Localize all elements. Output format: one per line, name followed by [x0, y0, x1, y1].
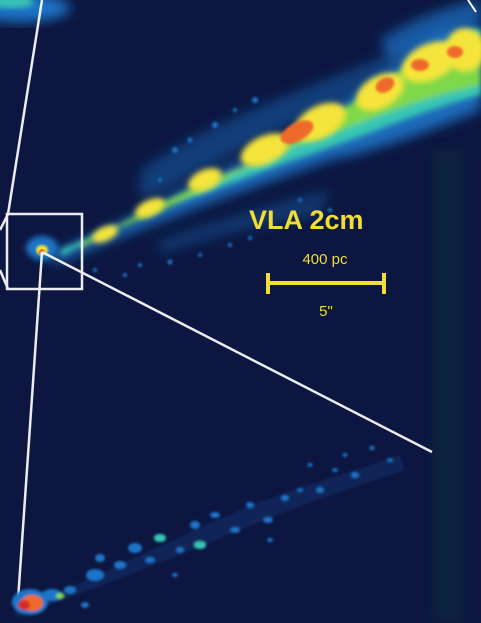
- zoom-box: [5, 212, 84, 291]
- top-right-tick: [467, 0, 477, 13]
- scale-bar: [266, 273, 386, 294]
- zoom-line-left-bottom: [0, 269, 10, 290]
- jet-hotspots: [280, 46, 463, 144]
- zoom-line-bottom: [16, 251, 44, 601]
- zoomed-jet: [12, 446, 405, 618]
- zoom-line-left-top: [0, 213, 10, 231]
- zoom-line-top: [6, 0, 44, 215]
- scale-bar-angular-label: 5": [319, 303, 333, 320]
- upper-speckles: [93, 97, 332, 277]
- scale-bar-physical-label: 400 pc: [302, 251, 348, 268]
- zoom-line-right: [41, 250, 433, 454]
- edge-glow: [432, 150, 462, 623]
- jet-knots: [91, 28, 481, 243]
- top-left-core: [0, 0, 34, 8]
- instrument-label: VLA 2cm: [249, 205, 364, 235]
- zoom-indicator: [0, 0, 433, 601]
